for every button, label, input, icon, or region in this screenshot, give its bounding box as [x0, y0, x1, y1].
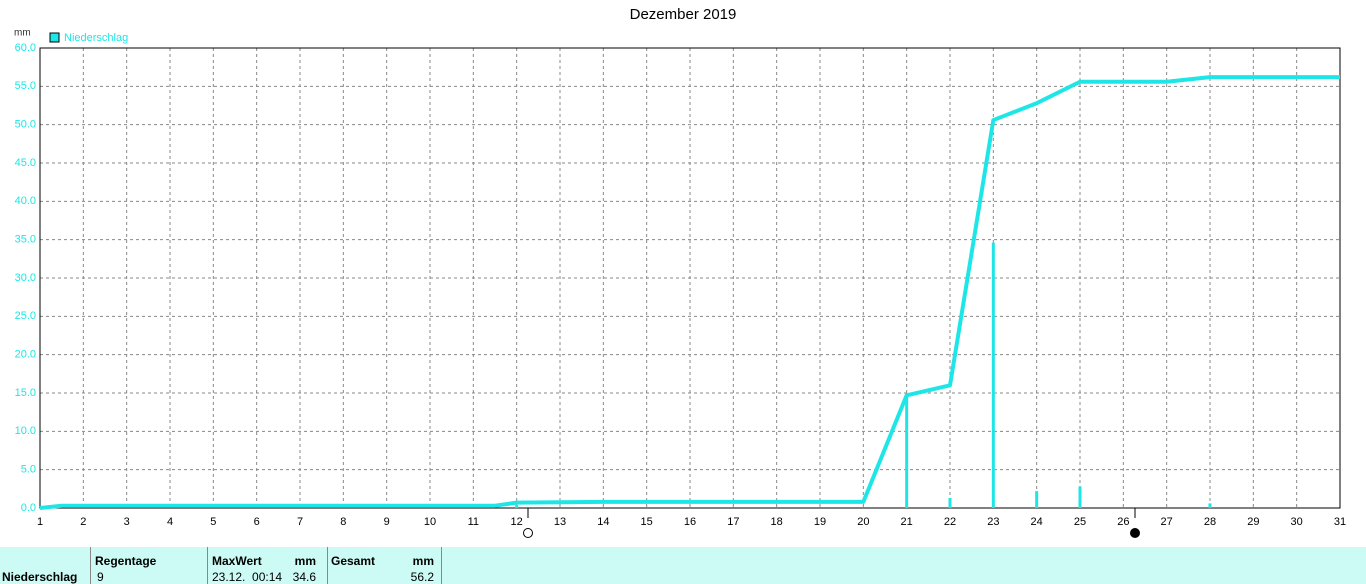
bar — [948, 498, 952, 508]
y-tick-label: 40.0 — [15, 195, 36, 207]
cell: 56.2 — [410, 570, 434, 584]
y-tick-label: 0.0 — [21, 502, 36, 514]
x-tick-label: 29 — [1247, 516, 1259, 528]
plot-frame — [39, 47, 1341, 509]
x-tick-label: 1 — [37, 516, 43, 528]
legend-swatch — [49, 32, 60, 43]
y-tick-label: 45.0 — [15, 157, 36, 169]
x-tick-label: 23 — [987, 516, 999, 528]
header: mm — [412, 554, 434, 568]
bar — [1208, 503, 1212, 508]
x-tick-label: 11 — [468, 516, 479, 528]
x-tick-label: 28 — [1204, 516, 1216, 528]
separator — [90, 547, 91, 584]
separator — [207, 547, 208, 584]
x-tick-label: 19 — [814, 516, 826, 528]
separator — [327, 547, 328, 584]
x-tick-label: 22 — [944, 516, 956, 528]
x-tick-label: 16 — [684, 516, 696, 528]
header: Regentage — [95, 554, 157, 568]
x-tick-label: 31 — [1334, 516, 1346, 528]
summary-table: Niederschlag Regentage MaxWert mm Gesamt… — [0, 547, 1366, 584]
x-tick-label: 20 — [857, 516, 869, 528]
chart-title: Dezember 2019 — [630, 6, 737, 23]
x-tick-label: 12 — [511, 516, 523, 528]
x-tick-label: 3 — [124, 516, 130, 528]
x-tick-label: 18 — [771, 516, 783, 528]
x-tick-label: 10 — [424, 516, 436, 528]
x-tick-label: 21 — [901, 516, 913, 528]
y-tick-label: 10.0 — [15, 425, 36, 437]
y-tick-label: 20.0 — [15, 349, 36, 361]
y-tick-label: 50.0 — [15, 119, 36, 131]
bar — [991, 242, 995, 508]
bar — [1078, 486, 1082, 508]
y-tick-label: 30.0 — [15, 272, 36, 284]
chart: Dezember 2019 mm 0.0 5.0 10.0 15.0 20.0 25.0 3… — [14, 6, 1346, 538]
x-tick-label: 15 — [641, 516, 653, 528]
bar — [515, 504, 519, 508]
y-tick-label: 25.0 — [15, 310, 36, 322]
cumulative-line — [39, 75, 1340, 510]
header: MaxWert — [212, 554, 262, 568]
x-tick-label: 8 — [340, 516, 346, 528]
x-tick-label: 25 — [1074, 516, 1086, 528]
x-tick-label: 17 — [727, 516, 739, 528]
row-label: Niederschlag — [2, 570, 78, 584]
cell: 23.12. 00:14 — [212, 570, 283, 584]
bar — [905, 395, 909, 508]
x-tick-label: 26 — [1117, 516, 1129, 528]
x-tick-label: 30 — [1291, 516, 1303, 528]
x-tick-label: 2 — [80, 516, 86, 528]
new-moon — [1130, 528, 1140, 538]
header: mm — [294, 554, 316, 568]
x-tick-label: 14 — [597, 516, 609, 528]
x-tick-label: 4 — [167, 516, 173, 528]
legend-label: Niederschlag — [64, 32, 128, 44]
x-tick-label: 24 — [1031, 516, 1043, 528]
y-tick-label: 35.0 — [15, 234, 36, 246]
bar — [1035, 491, 1039, 508]
y-tick-label: 15.0 — [15, 387, 36, 399]
cell: 34.6 — [292, 570, 316, 584]
full-moon — [523, 528, 533, 538]
y-tick-label: 5.0 — [21, 464, 36, 476]
separator — [441, 547, 442, 584]
moon-phases — [523, 508, 1140, 538]
cell: 9 — [97, 570, 104, 584]
x-tick-label: 13 — [554, 516, 566, 528]
y-tick-label: 55.0 — [15, 80, 36, 92]
x-tick-label: 7 — [297, 516, 303, 528]
y-tick-label: 60.0 — [15, 42, 36, 54]
x-tick-label: 6 — [254, 516, 260, 528]
header: Gesamt — [331, 554, 376, 568]
x-tick-label: 27 — [1161, 516, 1173, 528]
y-unit: mm — [14, 28, 31, 39]
x-tick-label: 9 — [384, 516, 390, 528]
x-tick-label: 5 — [210, 516, 216, 528]
